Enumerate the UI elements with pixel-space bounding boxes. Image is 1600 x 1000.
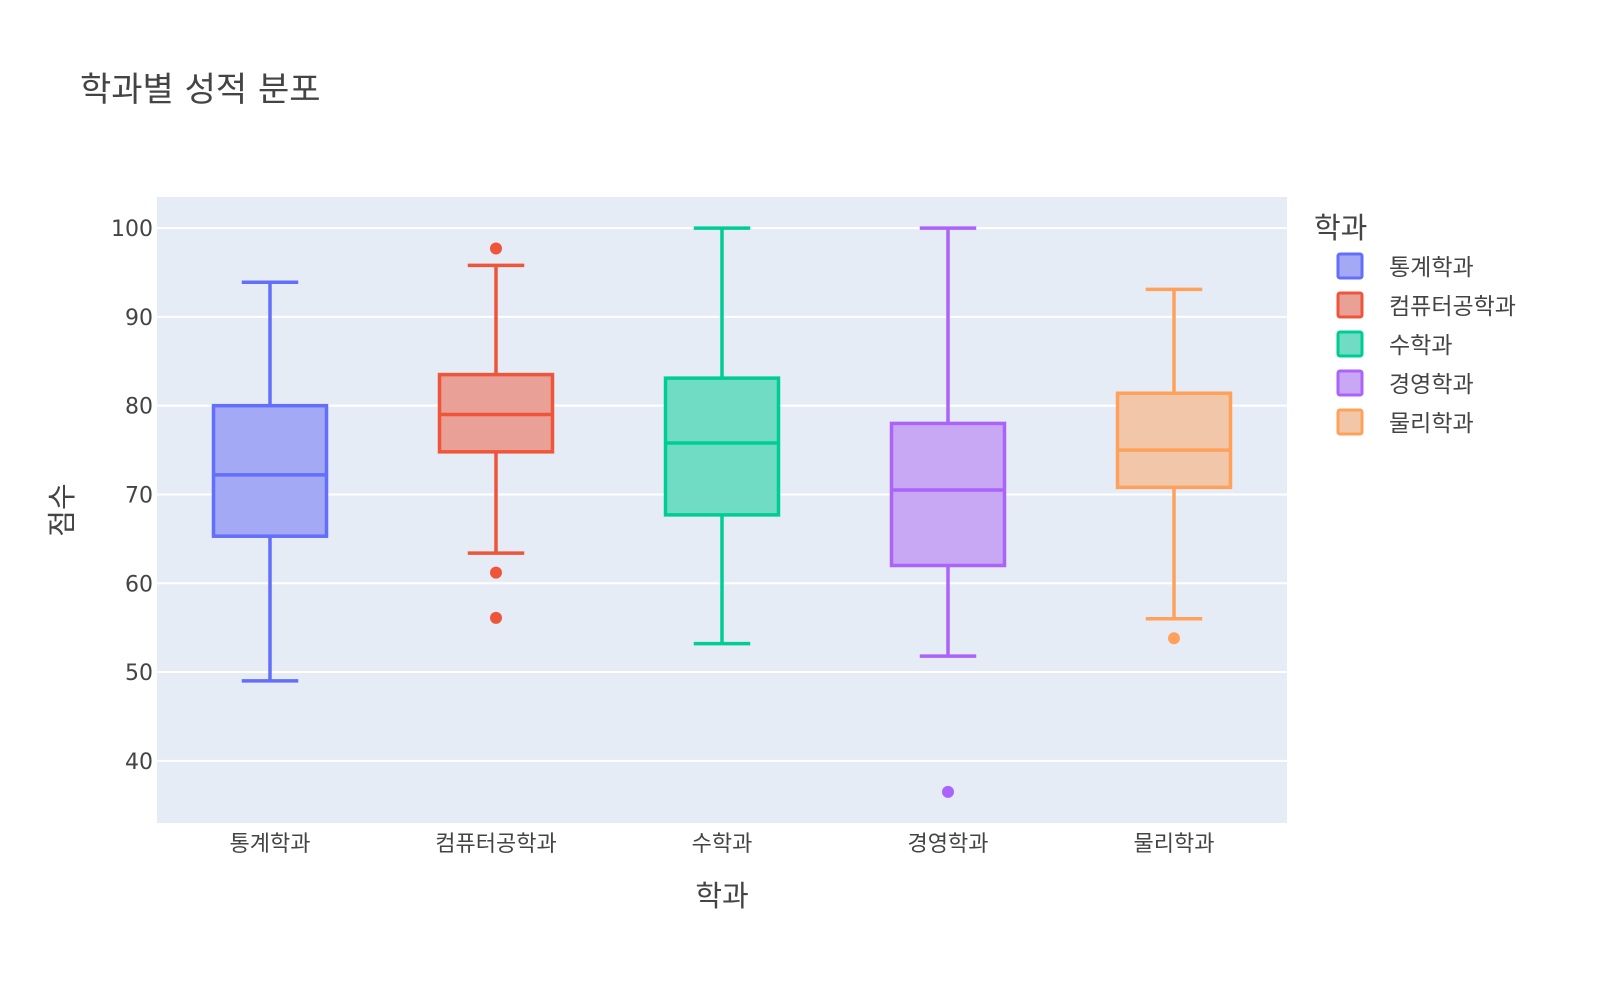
legend-item-1[interactable]: 통계학과 [1336,252,1474,281]
chart-title: 학과별 성적 분포 [80,70,321,110]
legend-item-2[interactable]: 컴퓨터공학과 [1336,291,1516,320]
iqr-box[interactable] [663,376,781,517]
box-1[interactable] [211,280,329,683]
outlier-point-1[interactable] [1168,632,1180,645]
x-tick-label-3: 수학과 [692,832,753,857]
box-plots [211,226,1233,798]
y-tick-label-40: 40 [125,750,153,775]
x-axis-ticks: 통계학과 컴퓨터공학과 수학과 경영학과 물리학과 [230,832,1215,857]
iqr-box[interactable] [889,421,1007,568]
box-3[interactable] [663,226,781,646]
outlier-point-2[interactable] [490,566,502,579]
legend-item-4[interactable]: 경영학과 [1336,369,1474,398]
legend-title: 학과 [1314,211,1367,245]
legend-item-3[interactable]: 수학과 [1336,330,1452,359]
y-tick-label-60: 60 [125,572,153,597]
legend-swatch [1336,408,1364,436]
x-tick-label-1: 통계학과 [230,832,311,857]
y-axis-title: 점수 [45,483,79,536]
legend-swatch [1336,252,1364,280]
legend-label: 컴퓨터공학과 [1389,294,1516,320]
box-2[interactable] [437,242,555,624]
outlier-point-1[interactable] [942,785,954,798]
y-axis-ticks: 40 50 60 70 80 90 100 [111,217,153,775]
outlier-point-3[interactable] [490,611,502,624]
legend-label: 경영학과 [1389,372,1474,398]
iqr-box[interactable] [1115,391,1233,490]
y-tick-label-70: 70 [125,483,153,508]
box-4[interactable] [889,226,1007,798]
legend-swatch [1336,330,1364,358]
y-tick-label-50: 50 [125,661,153,686]
box-5[interactable] [1115,287,1233,645]
legend-label: 물리학과 [1389,411,1474,437]
legend-label: 수학과 [1389,333,1452,359]
x-tick-label-4: 경영학과 [908,832,989,857]
x-tick-label-5: 물리학과 [1134,832,1215,857]
y-tick-label-90: 90 [125,306,153,331]
legend-swatch [1336,291,1364,319]
y-tick-label-80: 80 [125,395,153,420]
outlier-point-1[interactable] [490,242,502,255]
x-axis-title: 학과 [695,879,748,913]
legend-item-5[interactable]: 물리학과 [1336,408,1474,437]
y-tick-label-100: 100 [111,217,153,242]
x-tick-label-2: 컴퓨터공학과 [435,832,556,857]
iqr-box[interactable] [211,403,329,538]
legend-swatch [1336,369,1364,397]
legend-label: 통계학과 [1389,255,1474,281]
